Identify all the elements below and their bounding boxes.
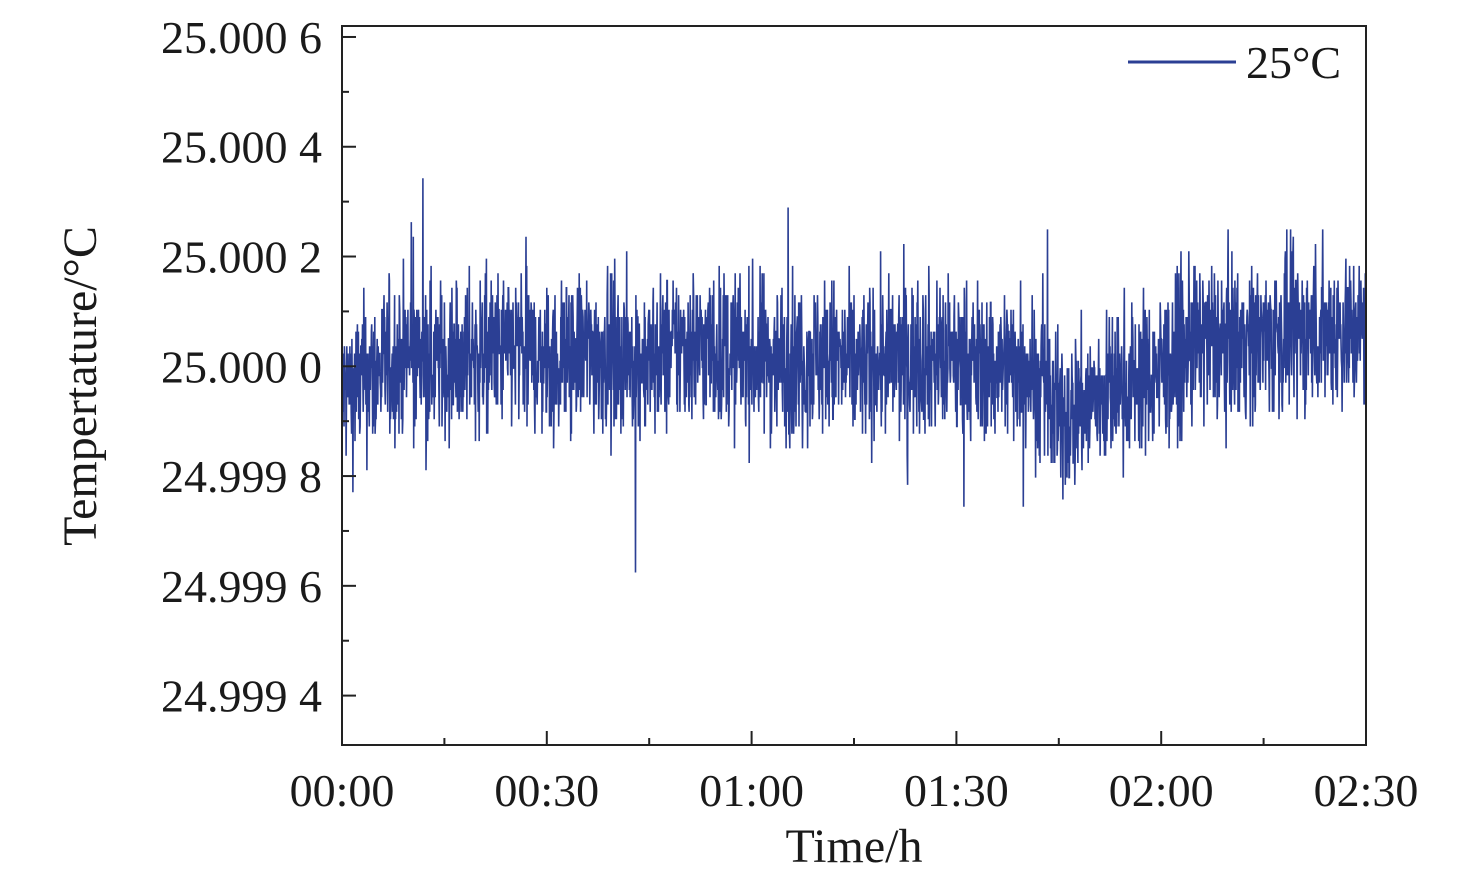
y-axis: 25.000 6 25.000 4 25.000 2 25.000 0 24.999 8… — [161, 12, 356, 722]
y-tick-label: 24.999 8 — [161, 451, 322, 502]
x-axis-title: Time/h — [786, 820, 923, 873]
legend: 25°C — [1128, 37, 1341, 88]
x-tick-label: 00:00 — [290, 765, 395, 816]
x-tick-label: 01:00 — [699, 765, 804, 816]
x-tick-label: 02:00 — [1109, 765, 1214, 816]
y-tick-label: 25.000 4 — [161, 122, 322, 173]
series-line-25c — [341, 178, 1367, 573]
y-tick-label: 25.000 6 — [161, 12, 322, 63]
x-tick-label: 01:30 — [904, 765, 1009, 816]
x-tick-label: 02:30 — [1314, 765, 1419, 816]
legend-label: 25°C — [1246, 37, 1341, 88]
series-layer — [341, 178, 1367, 573]
y-tick-label: 25.000 0 — [161, 341, 322, 392]
x-axis: 00:00 00:30 01:00 01:30 02:00 02:30 — [290, 731, 1419, 816]
y-tick-label: 25.000 2 — [161, 232, 322, 283]
x-tick-label: 00:30 — [494, 765, 599, 816]
y-tick-label: 24.999 6 — [161, 561, 322, 612]
y-axis-title: Tempertature/°C — [54, 226, 107, 546]
y-tick-label: 24.999 4 — [161, 671, 322, 722]
